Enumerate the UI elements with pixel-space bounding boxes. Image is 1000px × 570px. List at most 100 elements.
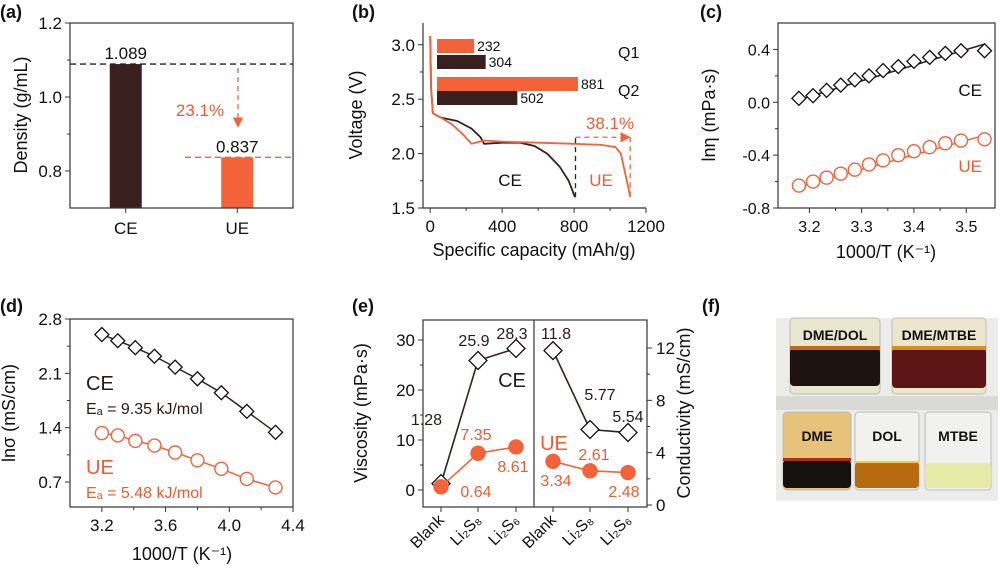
data-point-ue xyxy=(545,453,561,469)
data-value-label: 2.48 xyxy=(608,484,639,501)
data-point-ce xyxy=(953,42,969,59)
data-point-ue xyxy=(938,136,953,151)
x-tick-label: 3.2 xyxy=(798,219,820,236)
data-point-ue xyxy=(239,471,255,487)
data-point-ue xyxy=(433,479,449,495)
x-tick-label: CE xyxy=(114,219,138,238)
series-label-ce: CE xyxy=(958,81,982,100)
data-value-label: 0.64 xyxy=(460,484,491,501)
data-point-ce xyxy=(127,339,144,356)
y-tick-label: 1.2 xyxy=(38,14,62,33)
x-tick-label: 1200 xyxy=(627,217,665,236)
data-point-ce xyxy=(189,370,206,387)
data-point-ce xyxy=(146,348,163,365)
data-point-ce xyxy=(818,82,835,99)
x-tick-label: 3.6 xyxy=(154,516,178,535)
x-category-label: Li₂S₈ xyxy=(447,512,484,549)
data-value-label: 5.54 xyxy=(612,409,643,426)
series-label-ue: UE xyxy=(86,457,114,479)
vial-dme: DME xyxy=(782,411,852,491)
bar-ue xyxy=(221,157,254,208)
data-point-ue xyxy=(819,170,834,185)
data-value-label: 8.61 xyxy=(497,459,528,476)
inset-bar-value-label: 502 xyxy=(520,90,544,106)
data-value-label: 11.8 xyxy=(541,326,571,343)
data-point-ce xyxy=(213,384,230,401)
inset-bar-q2-ce xyxy=(437,91,518,105)
y-tick-label: 1.4 xyxy=(38,419,62,438)
inset-bar-value-label: 304 xyxy=(489,54,513,70)
y-tick-label-right: 8 xyxy=(656,391,665,410)
vial-label: DOL xyxy=(872,428,902,444)
x-tick-label: 3.3 xyxy=(851,219,873,236)
data-point-ce xyxy=(976,42,993,59)
y-tick-label: 1.0 xyxy=(38,88,62,107)
y-tick-label: 10 xyxy=(396,431,415,450)
data-point-ue xyxy=(190,453,205,468)
data-point-ce xyxy=(580,419,600,440)
data-value-label: 3.34 xyxy=(540,473,571,490)
panel-label-c: (c) xyxy=(700,2,722,22)
data-point-ue xyxy=(620,464,636,481)
panel-label-a: (a) xyxy=(0,2,22,22)
y-tick-label-right: 12 xyxy=(656,339,675,358)
data-point-ue xyxy=(214,461,229,477)
y-axis-title-right: Conductivity (mS/cm) xyxy=(674,327,694,498)
data-point-ue xyxy=(791,178,807,193)
y-tick-label: 30 xyxy=(396,331,415,350)
y-tick-label: 0.4 xyxy=(748,42,770,59)
x-category-label: Blank xyxy=(408,511,449,552)
data-point-ue xyxy=(977,132,992,147)
inset-group-label-q2: Q2 xyxy=(618,83,639,100)
data-point-ce xyxy=(861,67,877,84)
data-point-ce xyxy=(921,49,938,66)
x-axis-title: 1000/T (K⁻¹) xyxy=(132,544,232,564)
data-value-label: 2.61 xyxy=(578,447,609,464)
data-point-ce xyxy=(109,332,126,349)
data-point-ue xyxy=(833,166,848,181)
vial-dol: DOL xyxy=(854,411,920,491)
bar-value-label: 0.837 xyxy=(216,137,259,156)
y-tick-label: 0.8 xyxy=(38,162,62,181)
vial-dme-dol: DME/DOL xyxy=(789,317,881,395)
panel-label-e: (e) xyxy=(352,296,374,316)
data-value-label: 28.3 xyxy=(496,326,527,343)
y-axis-title-left: Viscosity (mPa·s) xyxy=(351,343,371,483)
plot-frame xyxy=(69,22,294,209)
vial-dme-mtbe: DME/MTBE xyxy=(891,317,987,395)
data-point-ce xyxy=(805,87,821,104)
data-point-ue xyxy=(861,157,877,172)
series-label-ue: UE xyxy=(589,171,613,190)
bar-value-label: 1.089 xyxy=(104,44,147,63)
data-point-ue xyxy=(470,445,486,461)
data-point-ce xyxy=(890,58,907,75)
data-point-ce xyxy=(790,90,807,107)
data-point-ue xyxy=(922,140,937,155)
data-point-ce xyxy=(167,359,184,376)
data-point-ue xyxy=(508,439,524,455)
activation-energy-ce: Eₐ = 9.35 kJ/mol xyxy=(86,401,203,418)
y-axis-title: lnη (mPa·s) xyxy=(699,68,719,161)
data-value-label: 7.35 xyxy=(460,427,491,444)
y-tick-label: 2.8 xyxy=(38,310,62,329)
data-point-ce xyxy=(267,424,284,441)
y-tick-label: 0 xyxy=(406,481,415,500)
y-tick-label: 2.5 xyxy=(391,90,415,109)
data-point-ue xyxy=(953,133,969,148)
series-label-ce: CE xyxy=(498,171,522,190)
data-point-ue xyxy=(94,425,110,441)
data-point-ce xyxy=(937,45,954,62)
data-point-ue xyxy=(805,174,821,189)
y-tick-label: 0.7 xyxy=(38,473,62,492)
x-tick-label: 4.4 xyxy=(281,516,305,535)
data-point-ce xyxy=(846,71,863,88)
plot-frame xyxy=(422,319,648,508)
curve-ue xyxy=(429,36,632,198)
shelf xyxy=(776,396,998,410)
y-tick-label: 2.0 xyxy=(391,145,415,164)
vial-label: DME xyxy=(801,428,832,444)
data-point-ue xyxy=(110,428,125,443)
x-axis-title: Specific capacity (mAh/g) xyxy=(432,240,635,260)
bar-ce xyxy=(109,64,142,208)
